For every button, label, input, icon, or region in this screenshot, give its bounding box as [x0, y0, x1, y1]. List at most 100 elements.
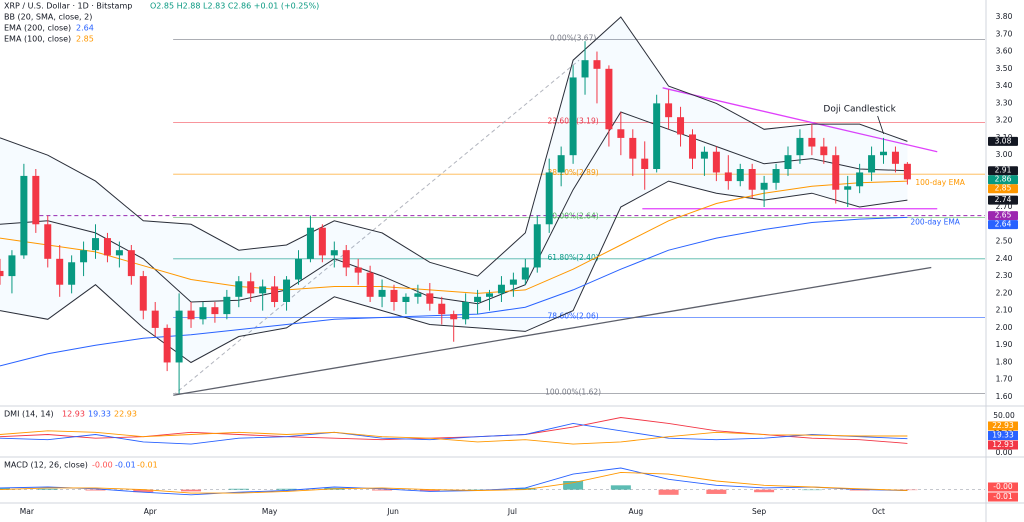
y-tick-label: 1.90 [996, 340, 1013, 349]
fib-label: 78.60%(2.06) [548, 312, 599, 321]
candle-body [903, 163, 911, 180]
candle-body [402, 296, 410, 302]
candle-body [163, 327, 171, 363]
candle-body [593, 60, 601, 69]
price-badge [988, 220, 1018, 230]
x-tick-label: Apr [144, 507, 158, 516]
candle-body [211, 307, 219, 315]
candle-body [474, 296, 482, 302]
fib-label: 0.00%(3.67) [550, 33, 596, 42]
plot: Mar Apr May Jun Jul Aug Sep Oct 1.60 1.70 1.80 1.90… [0, 12, 1018, 516]
candle-body [760, 182, 768, 190]
legend-item: MACD (12, 26, close) [4, 461, 88, 470]
legend-value: 22.93 [114, 410, 137, 419]
candle-body [306, 227, 314, 259]
candle-body [0, 270, 4, 277]
candle-body [665, 103, 673, 118]
candle-body [68, 262, 76, 285]
candle-body [115, 250, 123, 256]
candle-body [127, 250, 135, 277]
candle-body [235, 281, 243, 297]
legend-value: -0.00 [92, 461, 113, 470]
annotation-arrow [877, 115, 885, 135]
candle-body [808, 137, 816, 147]
dmi-badge [988, 440, 1018, 450]
y-tick-label: 50.00 [993, 411, 1015, 420]
candle-body [868, 155, 876, 173]
macd-histogram-bar [849, 489, 870, 491]
legend-item: EMA (100, close) [4, 35, 71, 44]
legend-value: -0.01 [137, 461, 158, 470]
candle-body [247, 281, 255, 294]
y-tick-label: 3.20 [996, 116, 1013, 125]
candle-body [509, 279, 517, 285]
signal-line [0, 471, 908, 494]
candle-body [486, 293, 494, 297]
candle-body [641, 158, 649, 169]
legend-item: EMA (200, close) [4, 24, 71, 33]
macd-badge-label: -0.00 [993, 482, 1013, 491]
fib-label: 100.00%(1.62) [545, 388, 601, 397]
candle-body [199, 307, 207, 320]
candle-body [772, 169, 780, 183]
candle-body [677, 117, 685, 135]
macd-histogram-bar [276, 488, 297, 490]
y-tick-label: 1.70 [996, 375, 1013, 384]
candle-body [175, 310, 183, 363]
ema100-line [0, 180, 908, 294]
y-tick-label: 3.80 [996, 12, 1013, 21]
candle-body [688, 134, 696, 159]
y-tick-label: 2.30 [996, 271, 1013, 280]
candle-body [844, 186, 852, 190]
candle-body [390, 289, 398, 302]
x-tick-label: Aug [628, 507, 643, 516]
macd-histogram-bar [754, 489, 775, 493]
candle-body [414, 293, 422, 297]
macd-histogram-bar [897, 489, 918, 491]
bb-band [0, 17, 908, 363]
price-badge-label: 2.86 [995, 175, 1012, 184]
candle-body [426, 293, 434, 304]
macd-histogram-bar [467, 489, 488, 491]
legend-value: 2.64 [76, 24, 94, 33]
price-badge-label: 2.65 [995, 211, 1012, 220]
macd-histogram-bar [801, 489, 822, 491]
candle-body [139, 276, 147, 311]
dmi-line [0, 422, 908, 445]
candle-body [378, 289, 386, 297]
price-badge [988, 211, 1018, 221]
dmi-badge [988, 421, 1018, 431]
candle-body [569, 77, 577, 156]
macd-badge-label: -0.01 [993, 492, 1013, 501]
candle-body [557, 155, 565, 173]
quote: O2.85 H2.88 L2.83 C2.86 +0.01 (+0.25%) [150, 2, 319, 11]
y-tick-label: 2.10 [996, 306, 1013, 315]
chart-title: XRP / U.S. Dollar · 1D · Bitstamp [4, 2, 132, 11]
annotation: 200-day EMA [910, 217, 960, 226]
price-badge-label: 2.91 [995, 166, 1012, 175]
x-tick-label: Sep [752, 507, 766, 516]
candle-body [462, 302, 470, 320]
candle-body [56, 258, 64, 285]
legend-value: -0.01 [115, 461, 136, 470]
candle-body [856, 172, 864, 187]
candle-body [223, 296, 231, 315]
annotation: Doji Candlestick [823, 105, 896, 115]
macd-histogram-bar [563, 481, 584, 490]
legend-value: 12.93 [62, 410, 85, 419]
candle-body [450, 314, 458, 320]
candle-body [92, 238, 100, 251]
y-tick-label: 3.30 [996, 98, 1013, 107]
candle-body [44, 224, 52, 259]
macd-badge [988, 482, 1018, 492]
macd-histogram-bar [37, 488, 58, 490]
y-tick-label: 0.00 [996, 448, 1013, 457]
x-tick-label: Oct [872, 507, 885, 516]
trend-line [662, 87, 938, 153]
x-tick-label: May [262, 507, 278, 516]
y-tick-label: 2.40 [996, 254, 1013, 263]
candle-body [581, 60, 589, 78]
x-tick-label: Jul [507, 507, 517, 516]
candle-body [151, 310, 159, 328]
